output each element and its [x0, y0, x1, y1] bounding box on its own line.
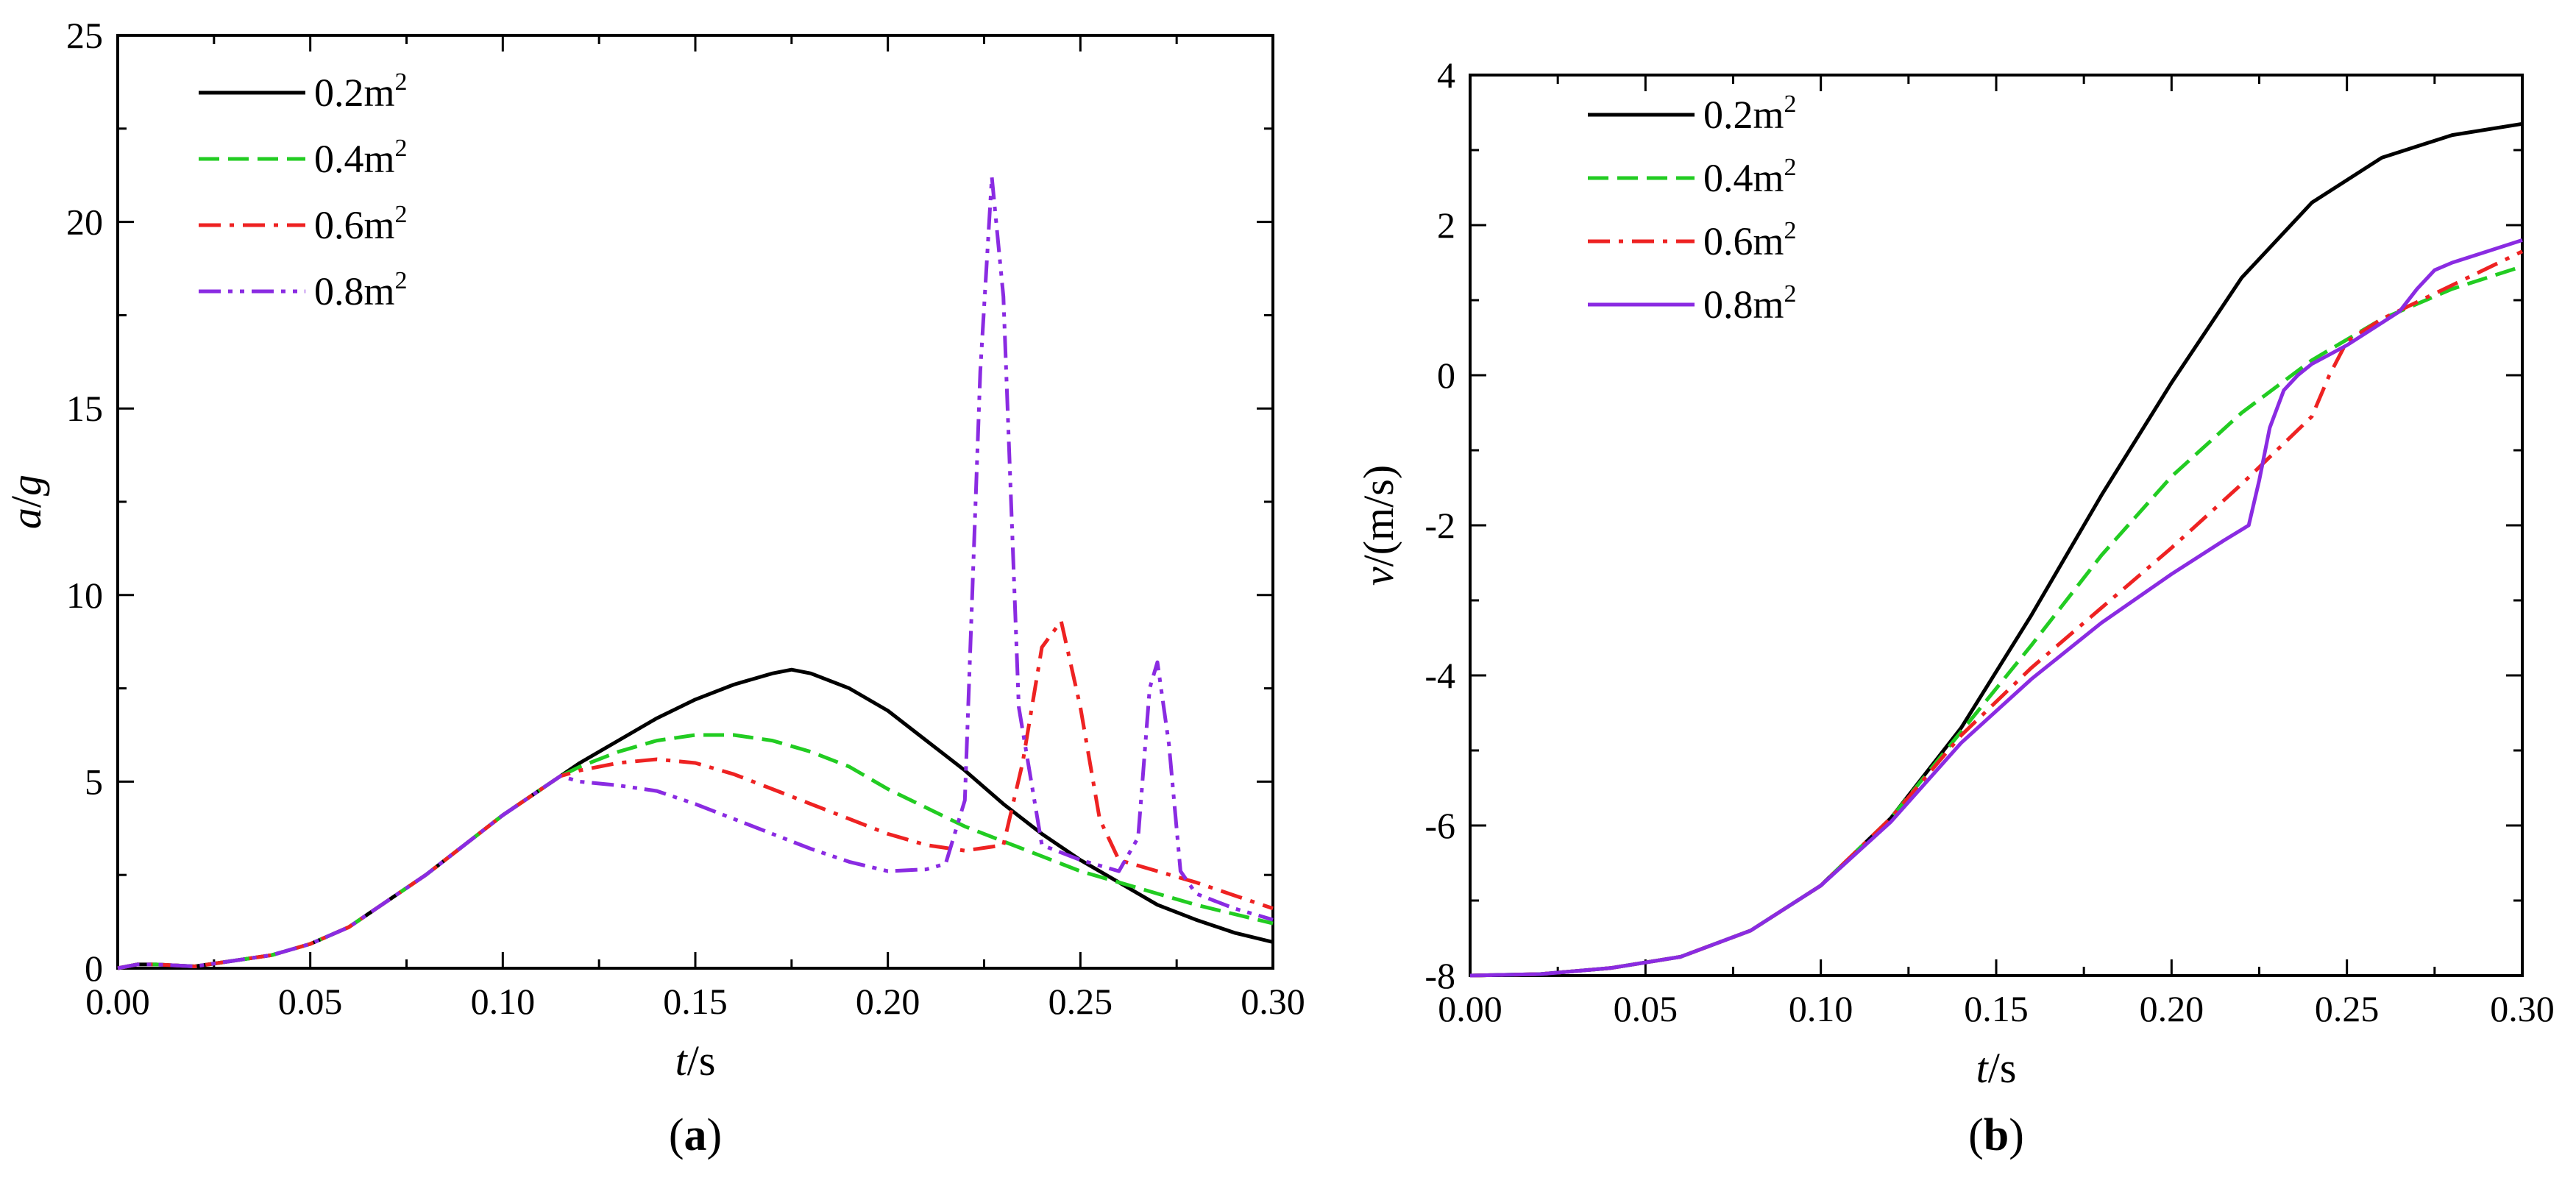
x-tick-label: 0.30: [2490, 988, 2555, 1029]
x-tick-label: 0.15: [663, 981, 728, 1022]
x-tick-label: 0.25: [1049, 981, 1113, 1022]
x-tick-label: 0.20: [2140, 988, 2204, 1029]
series-line-04m2: [117, 733, 1274, 970]
series-lines-a: [117, 175, 1274, 970]
x-tick-label: 0.15: [1964, 988, 2029, 1029]
x-tick-label: 0.10: [1789, 988, 1853, 1029]
series-line-04m2: [1469, 264, 2523, 978]
x-tick-label: 0.05: [1614, 988, 1678, 1029]
y-tick-label: 15: [66, 388, 103, 429]
plot-frame-a: [116, 34, 1274, 970]
legend-label: 0.6m2: [314, 201, 408, 247]
x-tick-label: 0.05: [278, 981, 343, 1022]
y-tick-label: 4: [1437, 54, 1455, 96]
x-tick-label: 0.10: [471, 981, 536, 1022]
series-lines-b: [1469, 121, 2524, 978]
y-axis-label-a: a/g: [2, 475, 50, 529]
series-line-08m2: [1469, 238, 2523, 978]
legend-b: 0.2m2 0.4m2 0.6m2 0.8m2: [1588, 90, 1797, 327]
series-line-08m2: [117, 175, 1274, 970]
series-line-06m2: [117, 619, 1274, 970]
panel-label-a: (a): [669, 1110, 722, 1160]
legend-a: 0.2m2 0.4m2 0.6m2 0.8m2: [199, 68, 408, 313]
y-axis-label-b: v/(m/s): [1355, 465, 1402, 586]
x-tick-label: 0.25: [2315, 988, 2380, 1029]
panel-label-b: (b): [1968, 1110, 2024, 1160]
plot-frame-b: [1469, 74, 2524, 977]
y-tick-label: -4: [1424, 655, 1455, 696]
x-tick-label: 0.00: [1438, 988, 1502, 1029]
legend-label: 0.8m2: [1703, 280, 1797, 327]
y-tick-label: 0: [85, 948, 103, 989]
x-axis-label-a: t/s: [675, 1037, 716, 1084]
x-axis-label-b: t/s: [1976, 1044, 2017, 1092]
legend-label: 0.4m2: [1703, 154, 1797, 200]
y-tick-label: -6: [1424, 805, 1455, 846]
legend-label: 0.8m2: [314, 267, 408, 313]
legend-label: 0.6m2: [1703, 217, 1797, 263]
y-tick-label: -2: [1424, 505, 1455, 546]
ticks-b: 0.00 0.05 0.10 0.15 0.20 0.25 0.30 -8 -6 -4 -2 0 2 4: [1424, 54, 2554, 1029]
x-tick-label: 0.30: [1241, 981, 1305, 1022]
series-line-06m2: [1469, 249, 2524, 978]
x-tick-label: 0.00: [85, 981, 150, 1022]
panel-a: 0.00 0.05 0.10 0.15 0.20 0.25 0.30 0 5 10 15 20 25 0…: [2, 15, 1305, 1160]
y-tick-label: 10: [66, 575, 103, 616]
legend-label: 0.2m2: [1703, 90, 1797, 137]
series-line-02m2: [117, 667, 1274, 970]
legend-label: 0.4m2: [314, 135, 408, 181]
y-tick-label: 0: [1437, 355, 1455, 396]
ticks-a: 0.00 0.05 0.10 0.15 0.20 0.25 0.30 0 5 10 15 20 25: [66, 15, 1305, 1022]
legend-label: 0.2m2: [314, 68, 408, 115]
y-tick-label: 25: [66, 15, 103, 56]
series-line-02m2: [1469, 121, 2523, 978]
y-tick-label: -8: [1424, 955, 1455, 996]
y-tick-label: 2: [1437, 205, 1455, 246]
y-tick-label: 5: [85, 761, 103, 802]
y-tick-label: 20: [66, 202, 103, 243]
x-tick-label: 0.20: [856, 981, 920, 1022]
panel-b: 0.00 0.05 0.10 0.15 0.20 0.25 0.30-8-6-4-2024 …: [1355, 54, 2555, 1160]
